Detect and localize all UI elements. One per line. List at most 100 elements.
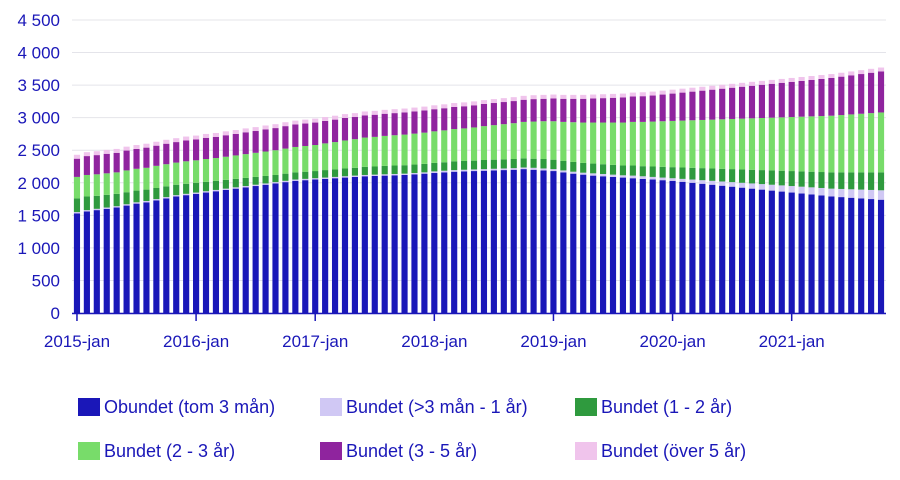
bar-segment-series-2 [441, 162, 448, 171]
bar-segment-series-5 [550, 94, 557, 99]
bar-segment-series-5 [103, 149, 110, 154]
bar-stack [242, 128, 249, 313]
bar-segment-series-4 [461, 106, 468, 129]
bar-stack [798, 76, 805, 313]
bar-segment-series-5 [163, 139, 170, 144]
bar-segment-series-1 [371, 174, 378, 176]
bar-segment-series-1 [163, 197, 170, 199]
bar-stack [173, 138, 180, 313]
bar-segment-series-1 [669, 178, 676, 181]
bar-segment-series-4 [748, 85, 756, 119]
bar-segment-series-3 [639, 121, 646, 167]
bar-segment-series-4 [302, 123, 309, 146]
bar-stack [83, 152, 90, 313]
bar-segment-series-1 [193, 192, 200, 194]
bar-segment-series-1 [639, 176, 646, 179]
bar-stack [729, 83, 736, 313]
bar-segment-series-4 [570, 98, 577, 123]
bar-segment-series-3 [163, 164, 170, 187]
bar-stack [451, 103, 458, 313]
bar-segment-series-4 [202, 137, 210, 160]
bar-segment-series-5 [828, 74, 835, 78]
x-tick-label: 2017-jan [282, 332, 348, 351]
bar-stack [401, 108, 408, 313]
bar-segment-series-2 [560, 160, 567, 171]
bar-segment-series-4 [719, 88, 726, 120]
bar-segment-series-1 [748, 183, 756, 189]
bar-segment-series-3 [798, 116, 805, 172]
bar-segment-series-1 [351, 175, 358, 177]
bar-segment-series-1 [312, 178, 319, 180]
bar-segment-series-3 [93, 174, 100, 196]
legend-swatch [575, 398, 597, 416]
bar-segment-series-4 [480, 103, 488, 127]
bar-segment-series-3 [292, 146, 299, 173]
bar-segment-series-2 [768, 170, 775, 185]
bar-segment-series-4 [788, 81, 795, 118]
bar-segment-series-0 [73, 213, 81, 313]
bar-segment-series-1 [619, 175, 627, 178]
bar-segment-series-1 [699, 180, 706, 184]
bar-segment-series-3 [669, 120, 676, 168]
legend-label: Bundet (1 - 2 år) [601, 396, 733, 417]
bar-segment-series-2 [153, 187, 160, 200]
bar-segment-series-3 [778, 117, 785, 171]
bar-segment-series-1 [868, 189, 875, 200]
bar-stack [758, 80, 765, 313]
bar-segment-series-4 [113, 152, 120, 173]
bar-segment-series-4 [659, 94, 666, 122]
bar-segment-series-4 [232, 133, 239, 156]
bar-segment-series-2 [451, 161, 458, 171]
bar-segment-series-3 [322, 143, 329, 171]
bar-segment-series-3 [699, 119, 706, 169]
bar-segment-series-4 [103, 153, 110, 174]
x-tick-label: 2019-jan [520, 332, 586, 351]
bar-segment-series-0 [818, 195, 825, 313]
bar-segment-series-3 [490, 125, 497, 160]
bar-segment-series-2 [103, 194, 110, 208]
bar-segment-series-4 [858, 74, 865, 114]
bar-segment-series-0 [600, 176, 607, 313]
bar-segment-series-5 [580, 94, 587, 99]
bar-segment-series-5 [212, 132, 220, 137]
bar-segment-series-4 [639, 96, 646, 122]
bar-segment-series-3 [222, 156, 229, 180]
bar-segment-series-5 [609, 93, 617, 98]
bar-segment-series-2 [232, 178, 239, 188]
bar-segment-series-3 [252, 152, 259, 177]
bar-stack [560, 94, 567, 313]
bar-segment-series-3 [520, 121, 527, 159]
bar-segment-series-0 [123, 205, 130, 313]
bar-stack [838, 72, 845, 313]
bar-segment-series-4 [619, 97, 627, 123]
bar-stack [818, 75, 825, 313]
bar-segment-series-2 [461, 160, 468, 170]
bar-segment-series-2 [282, 173, 289, 181]
bar-segment-series-0 [609, 176, 617, 313]
bar-segment-series-5 [490, 99, 497, 104]
bar-segment-series-2 [818, 172, 825, 188]
bar-segment-series-1 [510, 168, 517, 170]
bar-segment-series-0 [778, 191, 785, 313]
bar-segment-series-0 [560, 172, 567, 313]
bar-segment-series-0 [381, 175, 388, 313]
bar-segment-series-1 [173, 195, 180, 197]
bar-segment-series-4 [679, 92, 686, 121]
bar-stack [113, 148, 120, 313]
bar-segment-series-3 [262, 151, 269, 176]
bar-segment-series-5 [173, 138, 180, 143]
bar-segment-series-3 [461, 128, 468, 161]
bar-stack [302, 119, 309, 313]
bar-segment-series-0 [729, 186, 736, 313]
bar-segment-series-3 [302, 145, 309, 172]
bar-stack [580, 94, 587, 313]
bar-segment-series-2 [411, 164, 418, 174]
bar-segment-series-5 [729, 83, 736, 88]
bar-stack [709, 85, 716, 313]
bar-segment-series-2 [639, 166, 646, 177]
bar-segment-series-2 [858, 172, 865, 190]
bar-segment-series-3 [748, 118, 756, 170]
bar-segment-series-0 [153, 200, 160, 313]
y-tick-label: 0 [51, 304, 60, 323]
bar-segment-series-3 [808, 116, 815, 172]
